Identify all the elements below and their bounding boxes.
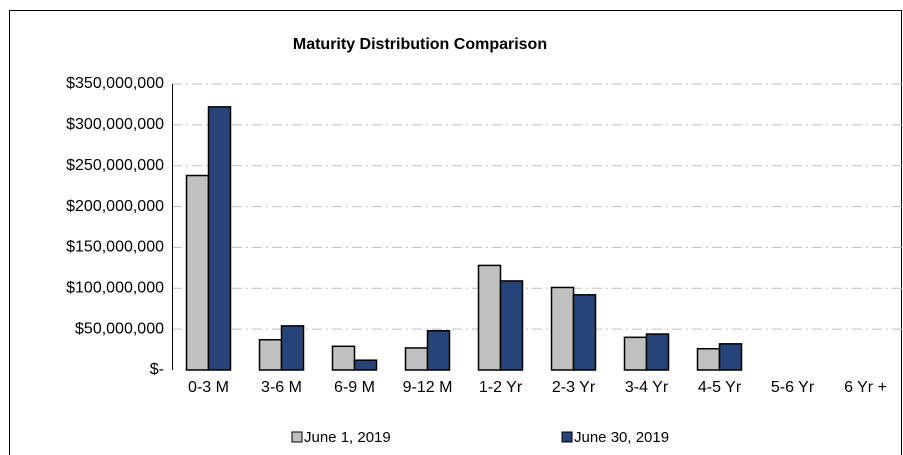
chart-frame	[9, 10, 902, 455]
bar	[426, 330, 451, 371]
bar	[280, 325, 305, 371]
y-tick-label: $50,000,000	[75, 320, 164, 337]
bar	[499, 280, 524, 371]
bar	[477, 264, 502, 371]
y-tick-label: $200,000,000	[66, 198, 164, 215]
x-tick-label: 2-3 Yr	[552, 379, 596, 396]
bar	[550, 286, 575, 371]
bar	[645, 333, 670, 371]
bar	[718, 343, 743, 371]
bar	[258, 339, 283, 371]
y-tick-label: $250,000,000	[66, 157, 164, 174]
y-tick-label: $350,000,000	[66, 75, 164, 92]
bar	[623, 336, 648, 371]
bar	[331, 345, 356, 371]
x-tick-label: 1-2 Yr	[479, 379, 523, 396]
y-tick-label: $150,000,000	[66, 239, 164, 256]
bar	[207, 106, 232, 371]
x-tick-label: 9-12 M	[403, 379, 453, 396]
bar	[353, 359, 378, 371]
bar	[404, 347, 429, 371]
chart-title: Maturity Distribution Comparison	[293, 36, 547, 53]
bar	[185, 174, 210, 371]
x-tick-label: 6-9 M	[334, 379, 375, 396]
legend-swatch	[561, 431, 573, 443]
legend-swatch	[291, 431, 303, 443]
x-tick-label: 6 Yr +	[844, 379, 887, 396]
x-tick-label: 3-4 Yr	[625, 379, 669, 396]
y-tick-label: $300,000,000	[66, 116, 164, 133]
y-tick-label: $-	[150, 361, 164, 378]
x-tick-label: 0-3 M	[188, 379, 229, 396]
x-tick-label: 5-6 Yr	[771, 379, 815, 396]
bar	[696, 348, 721, 371]
bar	[572, 294, 597, 371]
x-tick-label: 3-6 M	[261, 379, 302, 396]
x-tick-label: 4-5 Yr	[698, 379, 742, 396]
y-tick-label: $100,000,000	[66, 280, 164, 297]
legend-label: June 30, 2019	[574, 429, 669, 446]
legend-label: June 1, 2019	[304, 429, 391, 446]
